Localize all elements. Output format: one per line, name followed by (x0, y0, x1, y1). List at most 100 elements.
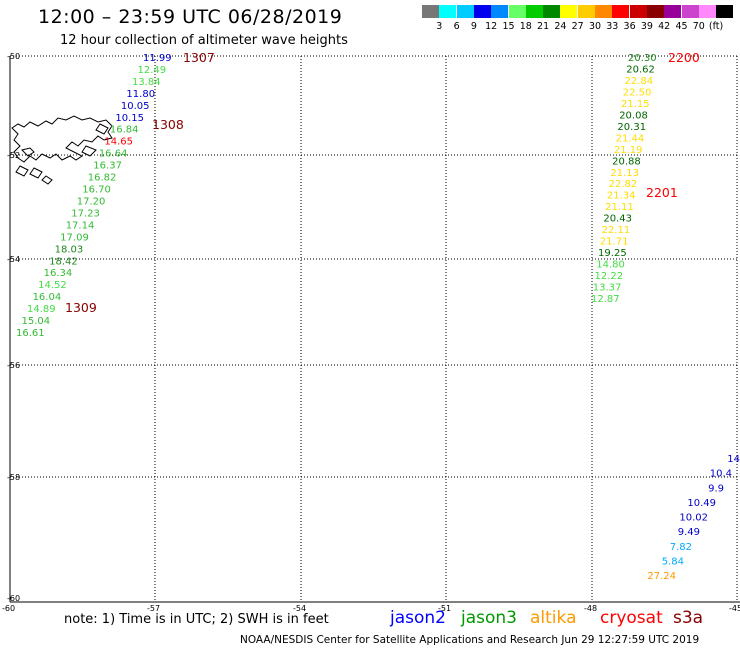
legend-swatch (422, 5, 439, 18)
map-title: 12:00 – 23:59 UTC 06/28/2019 (38, 6, 343, 28)
satellite-altika: altika (530, 608, 577, 628)
legend-swatch (456, 5, 474, 18)
legend-label: 27 (571, 21, 584, 32)
lat-tick-label: -50 (7, 52, 20, 61)
legend-label: 12 (485, 21, 498, 32)
east-track-value: 20.88 (612, 156, 641, 167)
legend-label: 15 (502, 21, 515, 32)
west-track-value: 17.14 (66, 220, 95, 231)
east-track-value: 14.80 (596, 260, 625, 271)
footer-note: note: 1) Time is in UTC; 2) SWH is in fe… (64, 612, 329, 627)
east-track-value: 21.15 (621, 99, 650, 110)
legend-label: 45 (675, 21, 688, 32)
west-track-value: 16.64 (99, 149, 128, 160)
west-track-value: 17.20 (77, 196, 106, 207)
east-track-value: 20.30 (628, 53, 657, 64)
pass-label: 2201 (646, 185, 678, 200)
footer-credit: NOAA/NESDIS Center for Satellite Applica… (240, 634, 700, 646)
east-track-value: 22.82 (609, 179, 638, 190)
lon-tick-label: -48 (584, 604, 597, 613)
west-track-value: 11.80 (126, 89, 155, 100)
legend-label: 9 (470, 21, 477, 32)
southeast-track-value: 14 (727, 454, 740, 465)
west-track-value: 14.89 (27, 304, 56, 315)
west-track-value: 12.49 (137, 65, 166, 76)
lat-tick-label: -58 (7, 473, 20, 482)
east-track-value: 12.22 (595, 271, 624, 282)
legend-label: 18 (519, 21, 532, 32)
legend-swatch (508, 5, 526, 18)
lat-tick-label: -56 (7, 361, 20, 370)
west-track-value: 16.82 (88, 173, 117, 184)
legend-label: 30 (588, 21, 602, 32)
pass-label: 2200 (668, 50, 700, 65)
legend-swatch (681, 5, 699, 18)
legend-swatch (664, 5, 682, 18)
east-track-value: 22.84 (624, 76, 653, 87)
pass-label: 1309 (65, 300, 97, 315)
east-track-value: 22.50 (623, 87, 652, 98)
east-track-value: 21.13 (610, 168, 639, 179)
legend-swatch (612, 5, 630, 18)
east-track-value: 21.71 (600, 237, 629, 248)
legend-swatch (629, 5, 647, 18)
satellite-jason2: jason2 (390, 608, 446, 628)
falkland-islands-coastline (11, 115, 113, 185)
legend-swatch (525, 5, 543, 18)
southeast-track-value: 10.02 (679, 513, 708, 524)
west-track-value: 16.61 (16, 328, 45, 339)
legend-swatch (543, 5, 561, 18)
east-track-value: 20.43 (603, 214, 632, 225)
west-track-value: 10.15 (115, 113, 144, 124)
graticule (10, 55, 738, 602)
west-track-value: 16.84 (110, 125, 139, 136)
legend-swatch (716, 5, 734, 18)
southeast-track-value: 9.49 (678, 527, 700, 538)
east-track-value: 13.37 (593, 283, 622, 294)
legend-label: 42 (658, 21, 671, 32)
west-track-value: 17.09 (60, 232, 89, 243)
pass-labels: 1307 1308 1309 2200 2201 (65, 50, 700, 315)
legend-swatch (646, 5, 664, 18)
east-track-value: 22.11 (602, 225, 631, 236)
legend-swatch (595, 5, 612, 18)
west-track-value: 10.05 (121, 101, 150, 112)
legend-label: 6 (453, 21, 460, 32)
west-track-value: 16.37 (93, 161, 122, 172)
lon-tick-label: -60 (2, 604, 15, 613)
legend-label: 21 (537, 21, 550, 32)
west-track-value: 18.03 (55, 244, 84, 255)
map-subtitle: 12 hour collection of altimeter wave hei… (60, 33, 348, 48)
legend-swatch (439, 5, 457, 18)
east-track-value: 21.11 (605, 202, 634, 213)
west-track-value: 14.52 (38, 280, 67, 291)
legend-label: 39 (640, 21, 653, 32)
east-track-value: 12.87 (591, 294, 620, 305)
southeast-track-value: 10.49 (687, 498, 716, 509)
legend-swatch (491, 5, 509, 18)
lat-tick-label: -52 (7, 151, 20, 160)
lon-tick-label: -51 (438, 604, 451, 613)
southeast-track-value: 10.4 (710, 469, 732, 480)
southeast-track-value: 27.24 (647, 571, 676, 582)
legend-swatch (577, 5, 595, 18)
axis-tick-labels: -50 -52 -54 -56 -58 -60-60 -57 -54 -51 -48 -45 (2, 52, 740, 613)
east-track-value: 20.31 (617, 122, 646, 133)
legend-swatch (560, 5, 578, 18)
pass-label: 1307 (183, 50, 215, 65)
west-track-value: 16.34 (44, 268, 73, 279)
west-track-value: 17.23 (71, 208, 100, 219)
pass-label: 1308 (152, 117, 184, 132)
west-track-value: 16.04 (33, 292, 62, 303)
legend-swatch (473, 5, 491, 18)
satellite-jason3: jason3 (461, 608, 517, 628)
west-track-value: 16.70 (82, 185, 111, 196)
southeast-track-value: 7.82 (670, 542, 692, 553)
legend-label: 24 (554, 21, 567, 32)
west-track-value: 18.42 (49, 256, 78, 267)
east-track-value: 21.34 (607, 191, 636, 202)
satellite-cryosat: cryosat (600, 608, 663, 628)
southeast-track-value: 5.84 (662, 556, 684, 567)
east-track-value: 19.25 (598, 248, 627, 259)
